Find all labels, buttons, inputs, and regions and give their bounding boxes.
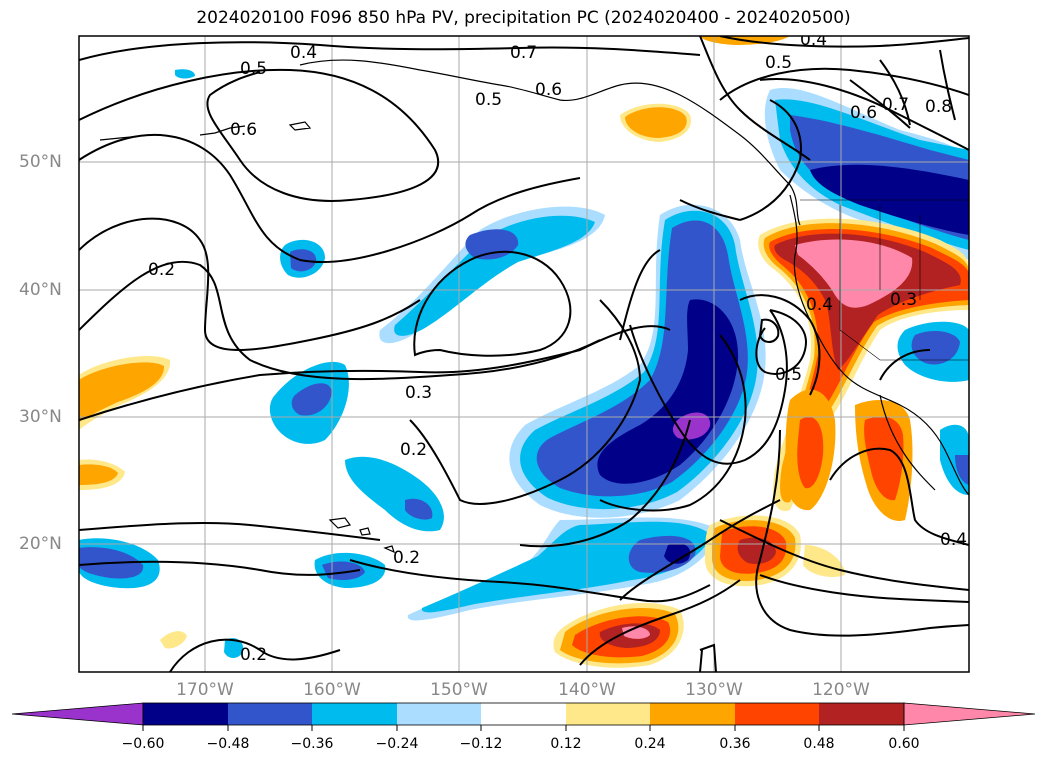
colorbar-swatch	[650, 703, 735, 725]
map-title: 2024020100 F096 850 hPa PV, precipitatio…	[196, 8, 851, 28]
contour-label: 0.3	[405, 383, 432, 403]
colorbar-extend-high	[904, 703, 1035, 725]
colorbar-tick-label: −0.24	[375, 736, 419, 752]
pv-contours	[79, 36, 969, 672]
colorbar-tick-label: 0.12	[550, 736, 582, 752]
contour-label: 0.6	[850, 103, 877, 123]
lat-label: 40°N	[19, 280, 62, 300]
lon-label: 120°W	[812, 680, 870, 700]
lat-label: 50°N	[19, 152, 62, 172]
colorbar-tick-label: −0.60	[121, 736, 165, 752]
contour-label: 0.2	[393, 548, 420, 568]
lon-label: 140°W	[558, 680, 616, 700]
graticule	[79, 36, 969, 672]
contour-label: 0.7	[882, 95, 909, 115]
contour-labels: 0.4 0.5 0.6 0.7 0.5 0.6 0.4 0.5 0.6 0.7 …	[148, 30, 967, 665]
colorbar	[11, 702, 1036, 731]
contour-label: 0.5	[240, 59, 267, 79]
contour-label: 0.4	[940, 530, 967, 550]
colorbar-tick-label: −0.48	[206, 736, 250, 752]
colorbar-tick-label: 0.48	[803, 736, 835, 752]
map-frame	[78, 35, 970, 673]
colorbar-swatch	[735, 703, 819, 725]
colorbar-swatch	[397, 703, 481, 725]
colorbar-swatch	[228, 703, 312, 725]
colorbar-tick-label: −0.12	[459, 736, 503, 752]
contour-label: 0.4	[800, 30, 827, 50]
lat-label: 30°N	[19, 407, 62, 427]
lon-label: 160°W	[303, 680, 361, 700]
lon-label: 150°W	[430, 680, 488, 700]
alaska-coast	[299, 59, 801, 226]
contour-label: 0.6	[230, 120, 257, 140]
precip-shading	[79, 36, 969, 668]
lon-label: 130°W	[685, 680, 743, 700]
colorbar-swatch	[819, 703, 904, 725]
colorbar-swatch	[143, 703, 228, 725]
contour-label: 0.7	[510, 43, 537, 63]
contour-label: 0.5	[765, 53, 792, 73]
contour-label: 0.4	[806, 295, 833, 315]
colorbar-tick-label: 0.24	[634, 736, 666, 752]
contour-label: 0.8	[925, 97, 952, 117]
colorbar-tick-label: 0.60	[888, 736, 920, 752]
contour-label: 0.2	[400, 440, 427, 460]
contour-label: 0.2	[148, 260, 175, 280]
lat-label: 20°N	[19, 534, 62, 554]
colorbar-swatch	[312, 703, 397, 725]
colorbar-swatch	[481, 703, 566, 725]
contour-label: 0.5	[475, 90, 502, 110]
colorbar-tick-label: −0.36	[290, 736, 334, 752]
contour-label: 0.2	[240, 645, 267, 665]
borders	[800, 199, 969, 361]
colorbar-tick-label: 0.36	[719, 736, 751, 752]
contour-label: 0.4	[290, 43, 317, 63]
map-plot-area: 0.4 0.5 0.6 0.7 0.5 0.6 0.4 0.5 0.6 0.7 …	[79, 30, 969, 672]
contour-label: 0.3	[890, 290, 917, 310]
lon-label: 170°W	[176, 680, 234, 700]
colorbar-extend-low	[11, 702, 144, 726]
contour-label: 0.6	[535, 80, 562, 100]
contour-label: 0.5	[775, 365, 802, 385]
colorbar-swatch	[566, 703, 650, 725]
